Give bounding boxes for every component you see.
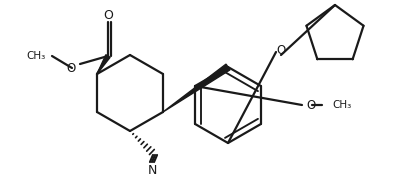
Polygon shape	[97, 55, 110, 74]
Text: CH₃: CH₃	[27, 51, 46, 61]
Polygon shape	[162, 64, 229, 112]
Text: O: O	[305, 99, 314, 111]
Text: CH₃: CH₃	[331, 100, 350, 110]
Text: O: O	[103, 9, 113, 22]
Text: O: O	[67, 62, 76, 75]
Text: N: N	[147, 163, 156, 177]
Text: O: O	[275, 44, 285, 57]
